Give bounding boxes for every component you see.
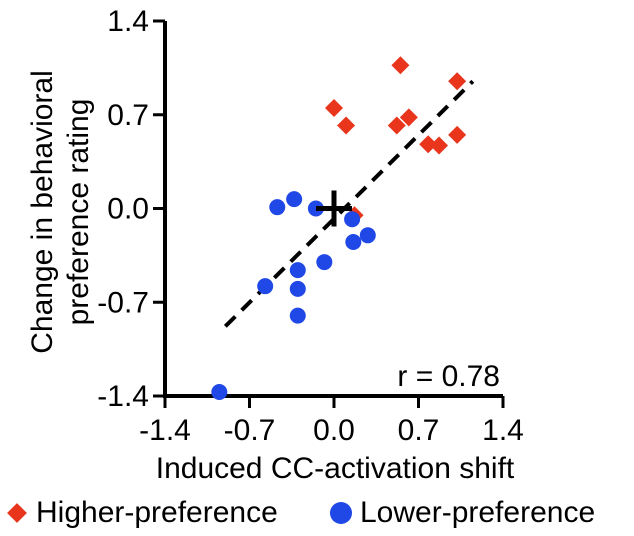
lower-preference-point [307, 200, 324, 217]
y-axis-label-line: preference rating [62, 99, 95, 326]
legend: Higher-preference Lower-preference [0, 496, 634, 536]
lower-preference-point [344, 211, 361, 228]
lower-preference-point [211, 383, 228, 400]
axes: -1.4 -0.7 0.0 0.7 1.4 1.4 0.7 0.0 -0.7 -1.4 [97, 5, 524, 447]
y-tick-label: 0.0 [107, 193, 149, 226]
x-tick-label: -1.4 [139, 414, 191, 447]
diamond-marker-icon [7, 503, 27, 523]
y-tick-label: -1.4 [97, 380, 149, 413]
legend-label-higher-preference: Higher-preference [36, 496, 278, 529]
lower-preference-point [289, 262, 306, 279]
higher-preference-point [399, 108, 418, 127]
lower-preference-point [316, 254, 333, 271]
higher-preference-point [337, 116, 356, 135]
x-axis-label: Induced CC-activation shift [156, 452, 515, 485]
y-tick-label: 1.4 [107, 5, 149, 38]
x-tick-label: 0.0 [313, 414, 355, 447]
y-tick-label: 0.7 [107, 99, 149, 132]
legend-label-lower-preference: Lower-preference [360, 496, 596, 529]
lower-preference-point [289, 307, 306, 324]
higher-preference-point [448, 125, 467, 144]
x-tick-label: 1.4 [482, 414, 524, 447]
higher-preference-point [325, 99, 343, 118]
x-tick-label: -0.7 [224, 414, 276, 447]
points-group [211, 56, 467, 400]
x-tick-label: 0.7 [398, 414, 440, 447]
higher-preference-point [387, 116, 406, 135]
lower-preference-point [286, 191, 303, 208]
scatter-chart: -1.4 -0.7 0.0 0.7 1.4 1.4 0.7 0.0 -0.7 -1.4 r = 0… [26, 5, 524, 485]
legend-item-lower-preference: Lower-preference [328, 496, 595, 530]
lower-preference-point [359, 227, 376, 244]
y-axis-label: Change in behavioral preference rating [26, 70, 95, 354]
lower-preference-point [289, 280, 306, 297]
legend-item-higher-preference: Higher-preference [4, 496, 278, 530]
higher-preference-point [419, 135, 438, 154]
circle-marker-icon [330, 502, 352, 524]
higher-preference-point [430, 136, 449, 155]
higher-preference-point [391, 56, 410, 75]
lower-preference-point [269, 199, 286, 216]
higher-preference-point [448, 72, 467, 91]
lower-preference-point [345, 233, 362, 250]
y-axis-label-line: Change in behavioral [26, 70, 59, 354]
y-tick-label: -0.7 [97, 286, 149, 319]
labels-group: r = 0.78 Induced CC-activation shift Chang… [26, 70, 515, 485]
correlation-annotation: r = 0.78 [397, 360, 500, 393]
lower-preference-point [257, 278, 274, 295]
